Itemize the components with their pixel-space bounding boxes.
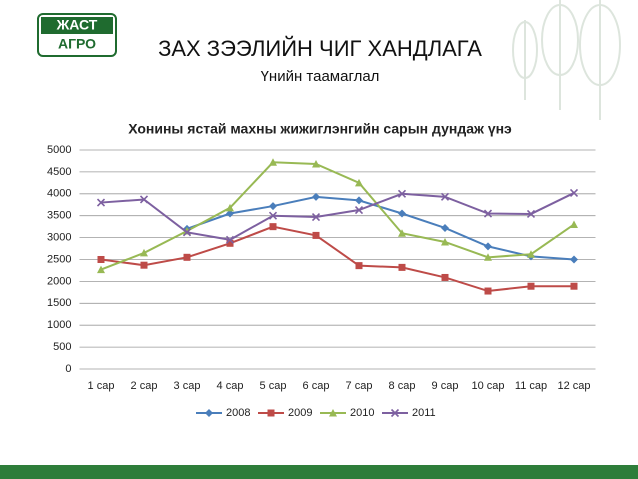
point	[226, 209, 234, 218]
point	[182, 228, 192, 237]
point	[355, 262, 363, 270]
point	[140, 248, 148, 257]
point	[397, 189, 407, 198]
point	[354, 205, 364, 215]
x-tick-label: 8 сар	[389, 380, 416, 392]
y-tick-label: 1500	[47, 297, 71, 309]
y-tick-label: 3000	[47, 232, 71, 244]
point	[390, 408, 400, 418]
point	[269, 158, 277, 166]
point	[570, 255, 578, 264]
slide-subtitle: Үнийн таамаглал	[261, 68, 380, 85]
x-tick-label: 3 сар	[174, 380, 201, 392]
decor-trees	[512, 0, 621, 120]
point	[312, 231, 320, 239]
point	[440, 192, 450, 201]
point	[97, 265, 105, 274]
x-tick-label: 10 сар	[471, 380, 504, 392]
y-tick-label: 4000	[47, 188, 71, 200]
series-line	[186, 195, 575, 261]
point	[527, 250, 535, 258]
point	[269, 202, 277, 211]
x-tick-label: 6 сар	[303, 380, 330, 392]
footer-bar	[0, 465, 638, 479]
y-tick-label: 0	[65, 363, 71, 375]
point	[225, 235, 235, 244]
point	[441, 223, 449, 232]
point	[527, 282, 535, 290]
point	[526, 209, 536, 219]
point	[329, 409, 337, 417]
point	[398, 263, 406, 271]
point	[205, 409, 213, 417]
logo-text: ЖАСТ	[56, 17, 98, 33]
point	[355, 178, 363, 187]
point	[183, 253, 191, 261]
x-tick-label: 11 сар	[515, 380, 547, 392]
slide-title: ЗАХ ЗЭЭЛИЙН ЧИГ ХАНДЛАГА	[158, 36, 482, 61]
point	[226, 239, 234, 247]
point	[398, 209, 406, 218]
point	[441, 237, 449, 246]
point	[312, 192, 320, 201]
x-tick-label: 7 сар	[346, 380, 373, 392]
point	[484, 242, 492, 251]
point	[355, 196, 363, 205]
series-line	[100, 192, 575, 241]
legend-label: 2011	[412, 407, 436, 419]
y-tick-label: 1000	[47, 319, 71, 331]
series-line	[100, 225, 574, 293]
point	[569, 188, 579, 197]
point	[268, 211, 278, 220]
y-tick-label: 3500	[47, 210, 71, 222]
x-tick-label: 2 сар	[131, 380, 158, 392]
point	[139, 195, 149, 204]
point	[97, 256, 105, 263]
point	[311, 212, 321, 222]
point	[398, 229, 406, 237]
y-tick-label: 2000	[47, 275, 71, 287]
y-tick-label: 2500	[47, 253, 71, 265]
point	[269, 223, 277, 231]
logo-text: АГРО	[58, 36, 96, 52]
logo-band	[41, 17, 113, 34]
x-tick-label: 4 сар	[217, 380, 244, 392]
series-line	[100, 161, 575, 271]
point	[312, 160, 320, 168]
point	[570, 220, 578, 228]
point	[96, 198, 106, 207]
x-tick-label: 1 сар	[88, 380, 115, 392]
point	[484, 253, 492, 261]
point	[483, 209, 493, 218]
legend-label: 2008	[226, 407, 250, 419]
point	[570, 282, 578, 290]
y-tick-label: 500	[53, 341, 71, 353]
point	[140, 261, 148, 269]
legend-label: 2010	[350, 407, 374, 419]
point	[267, 409, 275, 417]
point	[484, 287, 492, 295]
chart-title: Хонины ястай махны жижиглэнгийн сарын ду…	[128, 121, 512, 137]
y-tick-label: 4500	[47, 166, 71, 178]
point	[226, 203, 234, 212]
x-tick-label: 12 сар	[557, 380, 590, 392]
x-tick-label: 5 сар	[260, 380, 287, 392]
x-tick-label: 9 сар	[432, 380, 459, 392]
legend-label: 2009	[288, 407, 312, 419]
point	[441, 273, 449, 281]
y-tick-label: 5000	[47, 144, 71, 156]
